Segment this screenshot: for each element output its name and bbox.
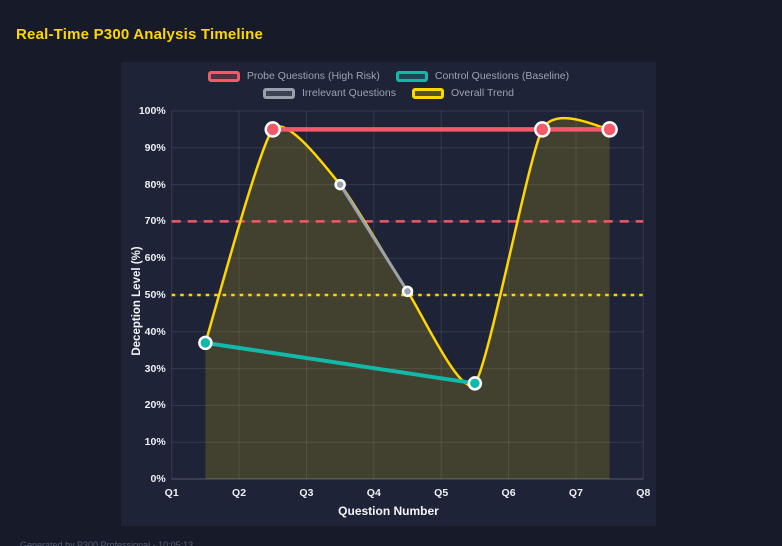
- legend-swatch-icon: [263, 87, 295, 99]
- x-tick-label: Q4: [366, 487, 381, 499]
- y-tick-label: 40%: [144, 325, 166, 338]
- x-tick-label: Q6: [501, 487, 516, 499]
- y-tick-label: 20%: [144, 399, 166, 412]
- y-tick-label: 10%: [144, 436, 166, 449]
- legend-item[interactable]: Irrelevant Questions: [263, 87, 396, 99]
- data-point-control-questions-baseline[interactable]: [467, 376, 483, 391]
- x-tick-label: Q5: [434, 487, 449, 499]
- data-point-irrelevant-questions[interactable]: [401, 285, 414, 298]
- y-tick-label: 50%: [144, 289, 166, 301]
- data-point-probe-questions-high-risk[interactable]: [264, 121, 282, 138]
- data-point-irrelevant-questions[interactable]: [334, 178, 346, 191]
- x-tick-label: Q1: [164, 487, 179, 499]
- legend-swatch-icon: [411, 87, 444, 99]
- y-tick-label: 100%: [138, 105, 166, 117]
- legend-item[interactable]: Overall Trend: [411, 87, 514, 99]
- trend-area-fill: [205, 118, 610, 479]
- x-tick-label: Q3: [299, 487, 314, 499]
- legend-item[interactable]: Control Questions (Baseline): [395, 70, 570, 82]
- page-title: Real-Time P300 Analysis Timeline: [16, 26, 264, 43]
- legend-swatch-icon: [207, 70, 240, 82]
- chart-plot: [171, 110, 644, 480]
- x-axis-title: Question Number: [338, 504, 439, 518]
- series-line-irrelevant-questions: [338, 183, 409, 293]
- y-tick-label: 70%: [144, 215, 166, 228]
- y-tick-label: 80%: [144, 178, 166, 191]
- y-axis-title: Deception Level (%): [131, 246, 143, 356]
- x-tick-label: Q7: [568, 487, 583, 499]
- chart-legend: Probe Questions (High Risk) Control Quest…: [121, 70, 656, 99]
- x-tick-label: Q2: [232, 487, 247, 499]
- legend-swatch-icon: [395, 70, 428, 82]
- chart-panel: Probe Questions (High Risk) Control Quest…: [121, 62, 656, 526]
- y-tick-label: 30%: [144, 362, 166, 375]
- y-tick-label: 90%: [144, 141, 166, 154]
- legend-item-label: Overall Trend: [450, 87, 514, 99]
- x-tick-label: Q8: [636, 487, 651, 499]
- legend-item-label: Control Questions (Baseline): [434, 70, 570, 82]
- legend-item-label: Irrelevant Questions: [302, 87, 396, 99]
- footer-note: Generated by P300 Professional - 10:05:1…: [20, 540, 194, 546]
- y-tick-label: 60%: [144, 252, 166, 265]
- legend-item[interactable]: Probe Questions (High Risk): [207, 70, 380, 82]
- series-line-control-questions-baseline: [203, 340, 477, 386]
- data-point-probe-questions-high-risk[interactable]: [601, 121, 618, 138]
- legend-item-label: Probe Questions (High Risk): [246, 70, 380, 82]
- data-point-control-questions-baseline[interactable]: [198, 335, 213, 351]
- y-tick-label: 0%: [150, 473, 166, 485]
- data-point-probe-questions-high-risk[interactable]: [533, 121, 551, 138]
